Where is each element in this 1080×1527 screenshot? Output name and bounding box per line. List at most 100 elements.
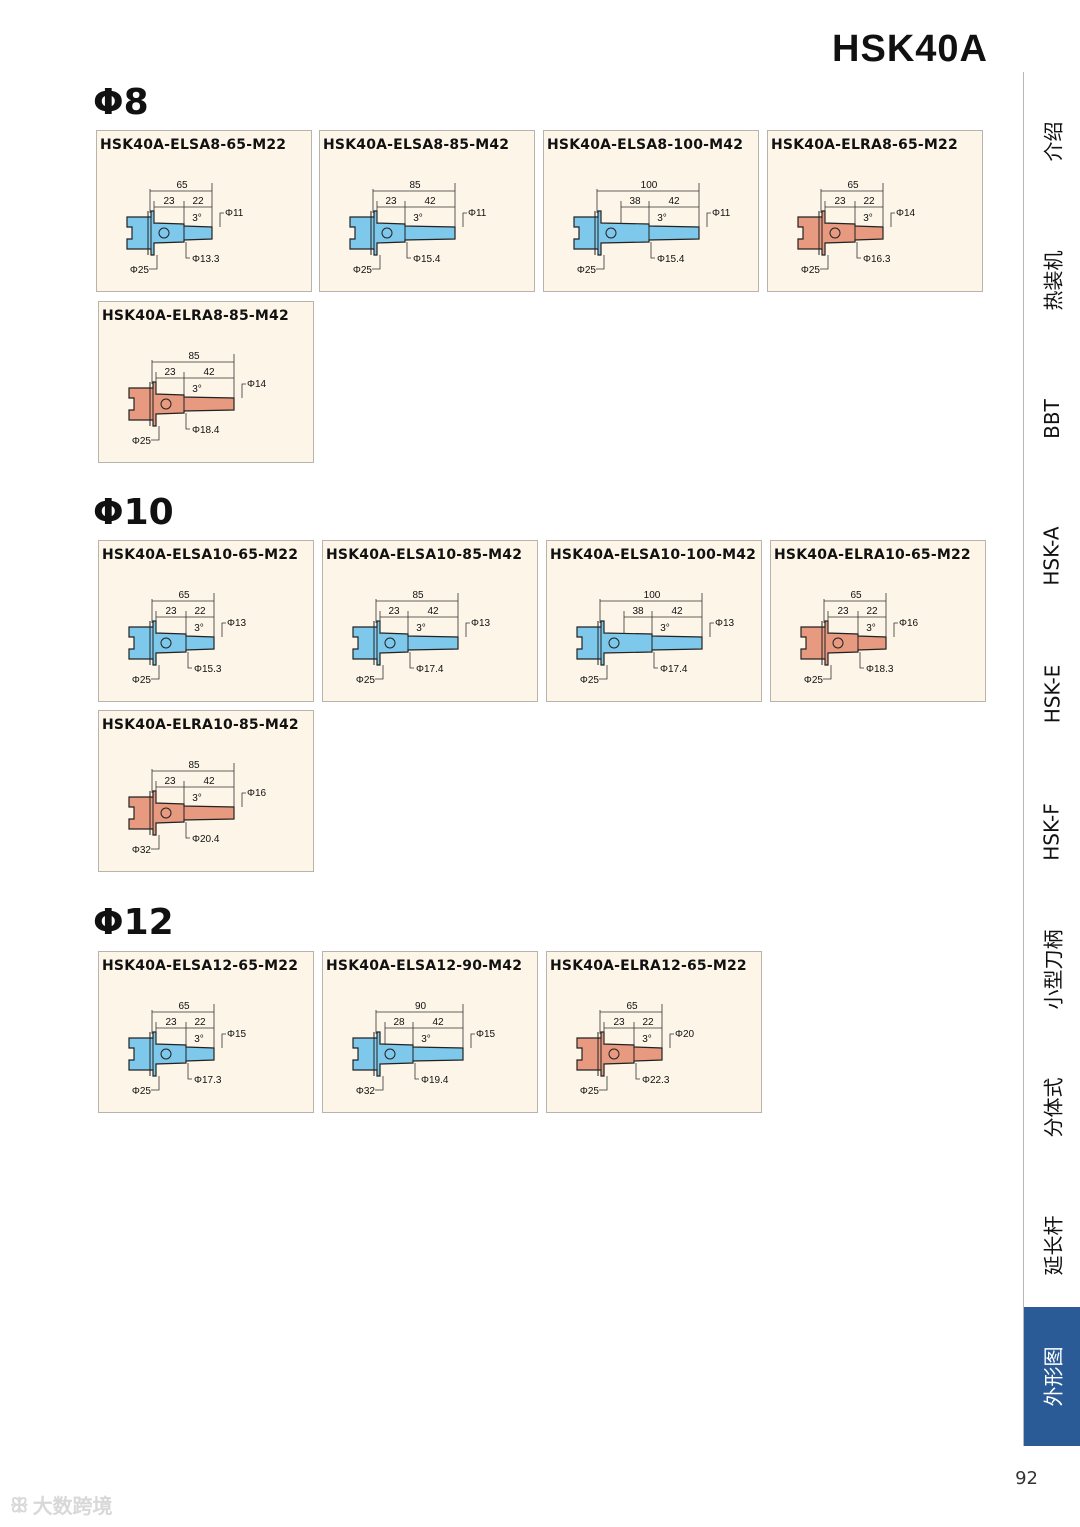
- dimension-lines: [372, 183, 467, 270]
- tip-diameter-label: Φ11: [225, 208, 244, 219]
- mid-diameter-leader: [650, 242, 655, 259]
- tip-diameter-label: Φ11: [468, 208, 487, 219]
- tool-holder-drawing: 85 23 423° Φ14 Φ18.4 Φ25: [128, 351, 267, 447]
- dim-seg2-label: 42: [668, 196, 680, 207]
- model-number: HSK40A-ELSA8-100-M42: [547, 137, 744, 153]
- dim-seg1-label: 23: [385, 196, 397, 207]
- base-diameter-leader: [372, 255, 381, 270]
- mid-diameter-leader: [409, 652, 414, 669]
- tab-label: 小型刀柄: [1041, 929, 1066, 1010]
- mid-diameter-label: Φ19.4: [421, 1075, 449, 1086]
- base-diameter-label: Φ25: [132, 1086, 152, 1097]
- dim-seg2-label: 22: [863, 196, 875, 207]
- tip-diameter-leader: [893, 622, 898, 637]
- tab-bbt[interactable]: BBT: [1024, 349, 1080, 488]
- dim-seg1-label: 23: [165, 1017, 177, 1028]
- holder-body: [573, 210, 700, 256]
- dim-total-label: 85: [188, 760, 200, 771]
- dim-seg1-label: 38: [629, 196, 641, 207]
- mid-diameter-label: Φ16.3: [863, 254, 891, 265]
- tip-diameter-leader: [709, 622, 714, 637]
- mid-diameter-leader: [185, 413, 190, 430]
- tab-extension[interactable]: 延长杆: [1024, 1176, 1080, 1315]
- tab-shrink-fit-machine[interactable]: 热装机: [1024, 211, 1080, 350]
- base-diameter-leader: [820, 255, 829, 270]
- drive-slot: [160, 637, 172, 649]
- tip-diameter-label: Φ11: [712, 208, 731, 219]
- tool-holder-card: HSK40A-ELSA8-100-M42 100 38 42 3° Φ11 Φ15.4 Φ25: [543, 130, 759, 292]
- dimension-lines: [151, 593, 226, 680]
- dimension-lines: [823, 593, 898, 680]
- model-number: HSK40A-ELRA10-85-M42: [102, 717, 299, 733]
- dimension-labels: 85 23 423° Φ11 Φ15.4 Φ25: [353, 180, 487, 276]
- dimension-labels: 85 23 423° Φ13 Φ17.4 Φ25: [356, 590, 491, 686]
- tab-label: HSK-A: [1040, 525, 1064, 586]
- model-number: HSK40A-ELRA10-65-M22: [774, 547, 971, 563]
- tab-label: 分体式: [1041, 1077, 1066, 1138]
- dim-total-label: 85: [409, 180, 421, 191]
- model-number: HSK40A-ELSA10-65-M22: [102, 547, 299, 563]
- tip-diameter-leader: [465, 622, 470, 637]
- tab-small-holder[interactable]: 小型刀柄: [1024, 900, 1080, 1039]
- dim-seg2-label: 42: [424, 196, 436, 207]
- tab-hsk-e[interactable]: HSK-E: [1024, 624, 1080, 763]
- tip-diameter-leader: [219, 212, 224, 227]
- drive-slot: [160, 807, 172, 819]
- tab-modular[interactable]: 分体式: [1024, 1038, 1080, 1177]
- tool-holder-card: HSK40A-ELRA8-65-M22 65 23 22 3° Φ14 Φ16.3 Φ25: [767, 130, 983, 292]
- drive-slot: [160, 1048, 172, 1060]
- drive-slot: [381, 227, 393, 239]
- dim-seg2-label: 42: [203, 776, 215, 787]
- holder-body: [576, 620, 703, 666]
- tab-label: 介绍: [1041, 121, 1066, 162]
- tip-diameter-leader: [470, 1033, 475, 1048]
- dim-total-label: 65: [178, 590, 190, 601]
- tip-diameter-label: Φ13: [227, 618, 247, 629]
- taper-angle-label: 3°: [660, 623, 670, 634]
- dim-seg1-label: 28: [393, 1017, 405, 1028]
- base-diameter-label: Φ25: [132, 436, 152, 447]
- holder-outline: [576, 620, 703, 666]
- tab-intro[interactable]: 介绍: [1024, 72, 1080, 211]
- tab-hsk-f[interactable]: HSK-F: [1024, 762, 1080, 901]
- taper-angle-label: 3°: [192, 793, 202, 804]
- dim-total-label: 65: [847, 180, 859, 191]
- section-tab-bar: 介绍 热装机 BBT HSK-A HSK-E HSK-F 小型刀柄 分体式 延长…: [1023, 72, 1080, 1446]
- tab-outline-drawing[interactable]: 外形图: [1024, 1307, 1080, 1446]
- mid-diameter-label: Φ15.3: [194, 664, 222, 675]
- tip-diameter-label: Φ15: [476, 1029, 496, 1040]
- taper-angle-label: 3°: [642, 1034, 652, 1045]
- tab-hsk-a[interactable]: HSK-A: [1024, 486, 1080, 625]
- tab-label: BBT: [1039, 398, 1064, 439]
- tip-diameter-leader: [462, 212, 467, 227]
- tool-holder-card: HSK40A-ELRA8-85-M42 85 23 42 3° Φ14 Φ18.4 Φ25: [98, 301, 314, 463]
- dim-seg2-label: 22: [192, 196, 204, 207]
- dimension-lines: [820, 183, 895, 270]
- base-diameter-leader: [823, 665, 832, 680]
- taper-angle-label: 3°: [866, 623, 876, 634]
- watermark-logo-icon: ꕥ: [10, 1492, 29, 1517]
- base-diameter-label: Φ25: [580, 675, 600, 686]
- tool-holder-drawing: 90 28 423° Φ15 Φ19.4 Φ32: [352, 1001, 496, 1097]
- taper-angle-label: 3°: [416, 623, 426, 634]
- mid-diameter-label: Φ22.3: [642, 1075, 670, 1086]
- tab-label: HSK-E: [1040, 664, 1065, 723]
- mid-diameter-leader: [635, 1063, 640, 1080]
- base-diameter-label: Φ25: [132, 675, 152, 686]
- dimension-lines: [596, 183, 711, 270]
- tool-holder-card: HSK40A-ELSA10-85-M42 85 23 42 3° Φ13 Φ17.4 Φ25: [322, 540, 538, 702]
- drive-slot: [829, 227, 841, 239]
- tool-holder-card: HSK40A-ELSA10-65-M22 65 23 22 3° Φ13 Φ15.3 Φ25: [98, 540, 314, 702]
- taper-angle-label: 3°: [413, 213, 423, 224]
- base-diameter-label: Φ25: [577, 265, 597, 276]
- tab-label: 延长杆: [1041, 1215, 1066, 1276]
- drive-slot: [158, 227, 170, 239]
- tip-diameter-label: Φ14: [896, 208, 916, 219]
- model-number: HSK40A-ELSA12-65-M22: [102, 958, 299, 974]
- base-diameter-label: Φ32: [132, 845, 152, 856]
